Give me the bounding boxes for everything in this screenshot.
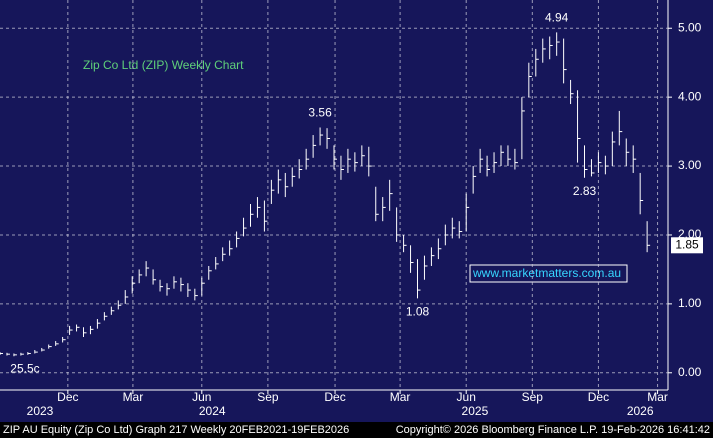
x-tick-label: Sep xyxy=(257,390,279,404)
footer-left: ZIP AU Equity (Zip Co Ltd) Graph 217 Wee… xyxy=(3,424,349,436)
y-tick-label: 3.00 xyxy=(678,158,702,172)
year-label: 2026 xyxy=(627,404,654,418)
x-tick-label: Jun xyxy=(457,390,476,404)
annotation: 1.08 xyxy=(406,305,430,319)
year-label: 2023 xyxy=(27,404,54,418)
chart-background xyxy=(0,0,713,422)
x-tick-label: Dec xyxy=(324,390,345,404)
annotation: 3.56 xyxy=(308,106,332,120)
footer-background xyxy=(0,422,713,438)
annotation: 4.94 xyxy=(545,11,569,25)
y-tick-label: 1.00 xyxy=(678,296,702,310)
x-tick-label: Mar xyxy=(647,390,668,404)
annotation: 25.5c xyxy=(10,361,39,375)
y-tick-label: 5.00 xyxy=(678,20,702,34)
last-price-box xyxy=(671,237,703,254)
annotation: 2.83 xyxy=(573,184,597,198)
x-tick-label: Mar xyxy=(390,390,411,404)
y-tick-label: 4.00 xyxy=(678,89,702,103)
watermark-box xyxy=(469,264,628,283)
footer-right: Copyright© 2026 Bloomberg Finance L.P. 1… xyxy=(396,424,710,436)
x-tick-label: Dec xyxy=(588,390,609,404)
y-tick-label: 0.00 xyxy=(678,365,702,379)
last-price-label: 1.85 xyxy=(675,237,699,251)
x-tick-label: Dec xyxy=(57,390,78,404)
year-label: 2024 xyxy=(199,404,226,418)
chart-title: Zip Co Ltd (ZIP) Weekly Chart xyxy=(83,58,244,72)
year-label: 2025 xyxy=(462,404,489,418)
watermark: www.marketmatters.com.au xyxy=(472,266,621,280)
x-tick-label: Jun xyxy=(192,390,211,404)
x-tick-label: Sep xyxy=(522,390,544,404)
x-tick-label: Mar xyxy=(123,390,144,404)
